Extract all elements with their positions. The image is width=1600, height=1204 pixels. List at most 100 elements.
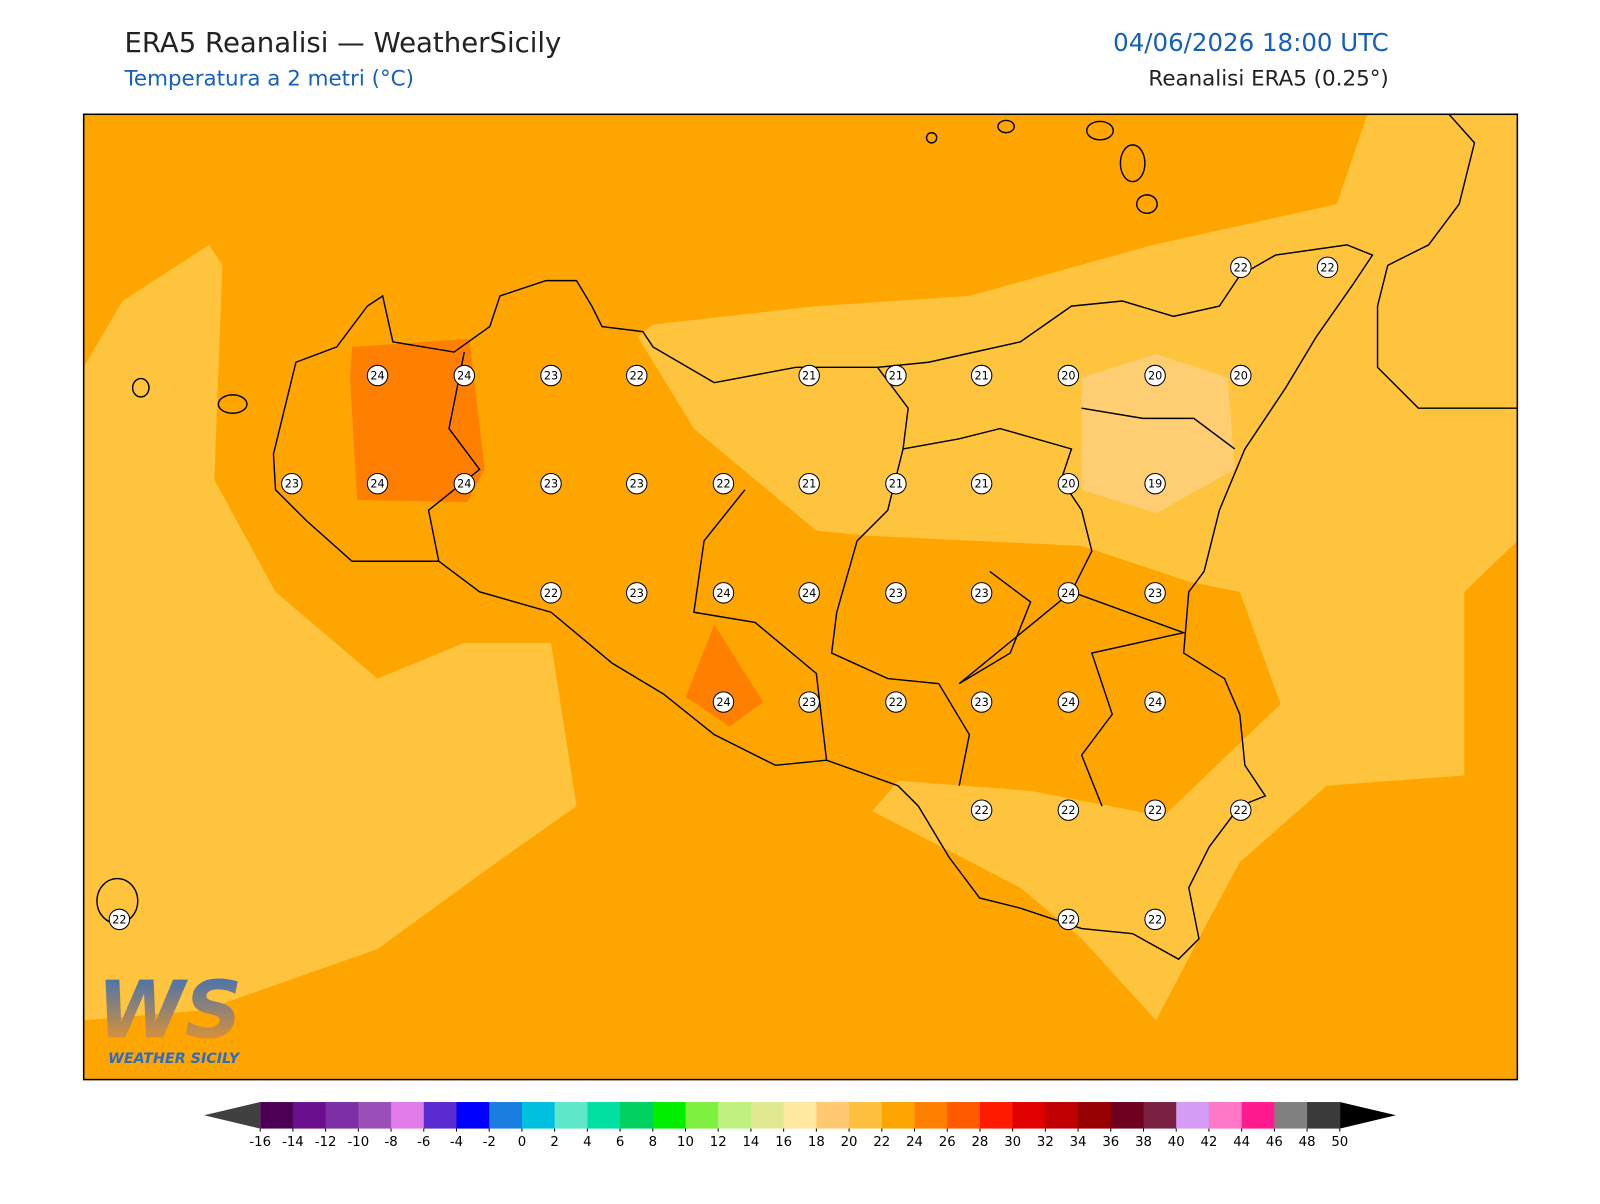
point-marker (798, 472, 820, 495)
colorbar-bin (1176, 1102, 1210, 1129)
colorbar-tick-label: 10 (677, 1135, 694, 1150)
point-marker (712, 582, 735, 604)
island (131, 377, 150, 398)
colorbar-under (204, 1102, 261, 1129)
colorbar-tick-label: 50 (1331, 1135, 1348, 1150)
point-marker (1144, 908, 1166, 931)
point-value: 23 (544, 478, 558, 491)
colorbar-bin (1045, 1102, 1079, 1129)
colorbar-bin (1274, 1102, 1308, 1129)
coastline (1376, 114, 1518, 409)
colorbar-tick-label: 18 (808, 1135, 825, 1150)
colorbar-bin (979, 1102, 1014, 1129)
point-marker (1144, 472, 1166, 495)
colorbar-tick-label: 30 (1004, 1135, 1021, 1150)
point-marker (626, 364, 648, 387)
colorbar-bin (849, 1102, 883, 1129)
point-marker (1230, 364, 1252, 387)
point-marker (366, 364, 389, 387)
point-value: 20 (1061, 478, 1075, 491)
point-marker (1144, 364, 1166, 387)
point-value: 20 (1148, 370, 1162, 383)
colorbar-bin (816, 1102, 850, 1129)
point-marker (970, 582, 993, 604)
point-marker (1057, 364, 1080, 387)
logo-name: WEATHER SICILY (108, 1051, 241, 1067)
colorbar-tick-label: 24 (906, 1135, 923, 1150)
point-marker (453, 472, 475, 495)
border (427, 351, 481, 562)
point-marker (970, 799, 993, 821)
colorbar-bin (489, 1102, 523, 1129)
colorbar-tick-label: 20 (841, 1135, 858, 1150)
point-value: 24 (457, 370, 471, 383)
colorbar-tick-label: 36 (1102, 1135, 1119, 1150)
coastline (272, 244, 1374, 961)
colorbar-bin (685, 1102, 719, 1129)
point-value: 22 (630, 370, 644, 383)
point-value: 22 (1148, 913, 1162, 926)
point-value: 23 (630, 587, 644, 600)
point-marker (798, 582, 820, 604)
colorbar-bin (718, 1102, 752, 1129)
colorbar-tick-label: 6 (616, 1135, 624, 1150)
colorbar-tick-label: 40 (1168, 1135, 1185, 1150)
point-value: 22 (1320, 261, 1334, 274)
logo-mark: WS (97, 963, 242, 1056)
point-value: 24 (1148, 696, 1162, 709)
point-value: 24 (716, 696, 730, 709)
colorbar-tick-label: -16 (249, 1135, 271, 1150)
point-marker (1057, 908, 1080, 931)
point-marker (1144, 799, 1166, 821)
colorbar-bin (587, 1102, 621, 1129)
colorbar-bin (881, 1102, 916, 1129)
point-value: 21 (889, 370, 903, 383)
point-value: 22 (1061, 913, 1075, 926)
point-value: 20 (1234, 370, 1248, 383)
point-labels: 22 22 24 24 23 22 21 21 21 20 20 20 23 24 24 23 23 22 21 21… (108, 256, 1339, 931)
colorbar-over (1339, 1102, 1396, 1129)
colorbar-bin (521, 1102, 556, 1129)
colorbar-tick-label: 26 (939, 1135, 956, 1150)
colorbar-bin (652, 1102, 687, 1129)
point-value: 22 (889, 696, 903, 709)
point-marker (1230, 799, 1252, 821)
point-value: 19 (1148, 478, 1162, 491)
colorbar-bin (914, 1102, 948, 1129)
colorbar-bin (1143, 1102, 1177, 1129)
colorbar-tick-label: -10 (348, 1135, 370, 1150)
colorbar-tick-label: 4 (583, 1135, 591, 1150)
point-marker (798, 364, 820, 387)
point-marker (1057, 691, 1080, 713)
point-marker (885, 582, 907, 604)
colorbar-tick-label: 2 (550, 1135, 558, 1150)
point-marker (366, 472, 389, 495)
point-value: 24 (716, 587, 730, 600)
colorbar-bin (783, 1102, 817, 1129)
point-value: 24 (370, 478, 384, 491)
point-value: 24 (457, 478, 471, 491)
point-marker (885, 364, 907, 387)
colorbar-tick-label: 28 (971, 1135, 988, 1150)
point-value: 22 (974, 804, 988, 817)
zone (637, 114, 1518, 1021)
border (902, 427, 1093, 593)
point-value: 22 (1061, 804, 1075, 817)
point-value: 21 (802, 370, 816, 383)
point-marker (540, 364, 562, 387)
colorbar-bin (358, 1102, 392, 1129)
point-value: 23 (544, 370, 558, 383)
colorbar: -16 -14 -12 -10 -8 -6 -4 -2 0 2 4 6 8 10 12 14 16 18 20 22 2… (204, 1102, 1396, 1150)
point-value: 22 (544, 587, 558, 600)
source: Reanalisi ERA5 (0.25°) (1148, 67, 1388, 92)
border (830, 366, 971, 786)
colorbar-tick-label: 32 (1037, 1135, 1054, 1150)
point-marker (1057, 582, 1080, 604)
point-marker (281, 472, 303, 495)
point-marker (885, 691, 907, 713)
colorbar-bin (391, 1102, 425, 1129)
island (217, 394, 248, 414)
title: ERA5 Reanalisi — WeatherSicily (124, 27, 561, 59)
subtitle: Temperatura a 2 metri (°C) (123, 67, 413, 92)
point-marker (712, 472, 735, 495)
